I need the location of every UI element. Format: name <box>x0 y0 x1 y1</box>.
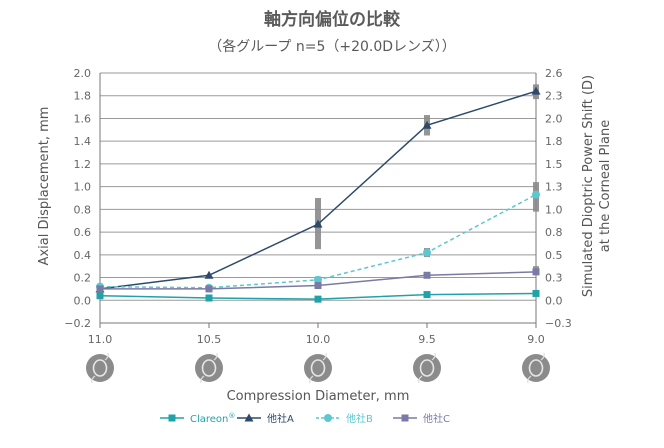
y-tick-label: 1.2 <box>74 158 92 171</box>
lens-icon-optic <box>528 359 544 377</box>
legend-item: 他社C <box>393 412 450 425</box>
data-point <box>532 268 540 276</box>
y2-tick-label: 1.8 <box>545 135 563 148</box>
legend-swatch-marker <box>244 413 254 422</box>
data-point <box>531 86 541 95</box>
x-tick-label: 10.0 <box>306 333 331 346</box>
legend-swatch-marker <box>168 414 176 422</box>
y-tick-label: 0.4 <box>74 249 92 262</box>
series-2 <box>95 86 541 293</box>
legend-swatch-marker <box>324 414 332 422</box>
y2-tick-label: 2.0 <box>545 112 563 125</box>
lens-icon-optic <box>201 359 217 377</box>
lens-icon-optic <box>310 359 326 377</box>
lens-icon-optic <box>92 359 108 377</box>
x-axis-ticks: 11.0 10.5 10.0 9.5 9.0 <box>88 323 545 346</box>
legend-item: 他社A <box>237 412 294 425</box>
lens-icon-haptic <box>527 352 545 384</box>
legend-label: Clareon® <box>190 412 235 425</box>
data-point <box>314 275 322 284</box>
data-point <box>96 285 104 293</box>
error-bars <box>97 84 539 292</box>
series-lines <box>95 86 541 303</box>
data-point <box>423 271 431 279</box>
chart-title: 軸方向偏位の比較 <box>264 9 401 30</box>
lens-icon <box>195 354 223 382</box>
data-point <box>532 289 540 297</box>
y2-tick-label: 0.0 <box>545 294 563 307</box>
x-tick-label: 9.5 <box>418 333 436 346</box>
legend-label: 他社A <box>267 412 294 425</box>
legend-label-sup: ® <box>228 412 235 420</box>
lens-icon <box>522 354 550 382</box>
y2-tick-label: 1.3 <box>545 181 563 194</box>
data-point <box>423 248 431 257</box>
legend: Clareon® 他社A 他社B 他社C <box>160 412 450 425</box>
lens-icon <box>86 354 114 382</box>
y-axis-ticks: −0.2 0.0 0.2 0.4 0.6 0.8 1.0 1.2 1.4 1.6 1.8 2.0 <box>64 67 91 330</box>
y2-tick-label: 0.3 <box>545 272 563 285</box>
y2-tick-label: 1.5 <box>545 158 563 171</box>
y-tick-label: 1.6 <box>74 112 92 125</box>
y-tick-label: −0.2 <box>64 317 91 330</box>
y2-tick-label: 0.8 <box>545 226 563 239</box>
lens-icon <box>304 354 332 382</box>
y2-tick-label: 1.0 <box>545 203 563 216</box>
data-point <box>96 292 104 300</box>
y-tick-label: 0.0 <box>74 294 92 307</box>
y-tick-label: 0.8 <box>74 203 92 216</box>
y-tick-label: 0.2 <box>74 272 92 285</box>
y2-tick-label: 0.5 <box>545 249 563 262</box>
series-line <box>99 90 537 290</box>
series-1 <box>96 289 540 303</box>
x-tick-label: 11.0 <box>88 333 113 346</box>
data-point <box>314 295 322 303</box>
legend-swatch-marker <box>401 414 409 422</box>
x-tick-label: 10.5 <box>197 333 222 346</box>
lens-icon <box>413 354 441 382</box>
y-tick-label: 1.0 <box>74 181 92 194</box>
lens-icons <box>86 352 550 384</box>
data-point <box>422 120 432 129</box>
y2-tick-label: −0.3 <box>545 317 572 330</box>
y-axis-label: Axial Displacement, mm <box>37 107 52 266</box>
data-point <box>313 219 323 228</box>
y2-tick-label: 2.6 <box>545 67 563 80</box>
lens-icon-haptic <box>309 352 327 384</box>
y-tick-label: 1.8 <box>74 90 92 103</box>
x-axis-label: Compression Diameter, mm <box>227 389 410 404</box>
lens-icon-optic <box>419 359 435 377</box>
x-tick-label: 9.0 <box>527 333 545 346</box>
legend-item: 他社B <box>316 412 373 425</box>
data-point <box>204 270 214 279</box>
data-point <box>205 294 213 302</box>
y2-axis-label-line2: at the Corneal Plane <box>598 120 613 252</box>
y2-axis-label-line1: Simulated Dioptric Power Shift (D) <box>581 75 596 297</box>
lens-icon-haptic <box>200 352 218 384</box>
legend-label: 他社B <box>346 412 373 425</box>
y2-tick-label: 2.3 <box>545 90 563 103</box>
chart-subtitle: （各グループ n=5（+20.0Dレンズ）） <box>208 39 456 55</box>
lens-icon-haptic <box>418 352 436 384</box>
legend-item: Clareon® <box>160 412 235 425</box>
y-tick-label: 2.0 <box>74 67 92 80</box>
y-tick-label: 0.6 <box>74 226 92 239</box>
series-4 <box>96 268 540 293</box>
data-point <box>205 285 213 293</box>
data-point <box>423 291 431 299</box>
legend-label: 他社C <box>423 412 450 425</box>
y-tick-label: 1.4 <box>74 135 92 148</box>
data-point <box>314 282 322 289</box>
y2-axis-ticks: −0.3 0.0 0.3 0.5 0.8 1.0 1.3 1.5 1.8 2.0 2.3 2.6 <box>545 67 572 330</box>
data-point <box>532 190 540 199</box>
lens-icon-haptic <box>91 352 109 384</box>
